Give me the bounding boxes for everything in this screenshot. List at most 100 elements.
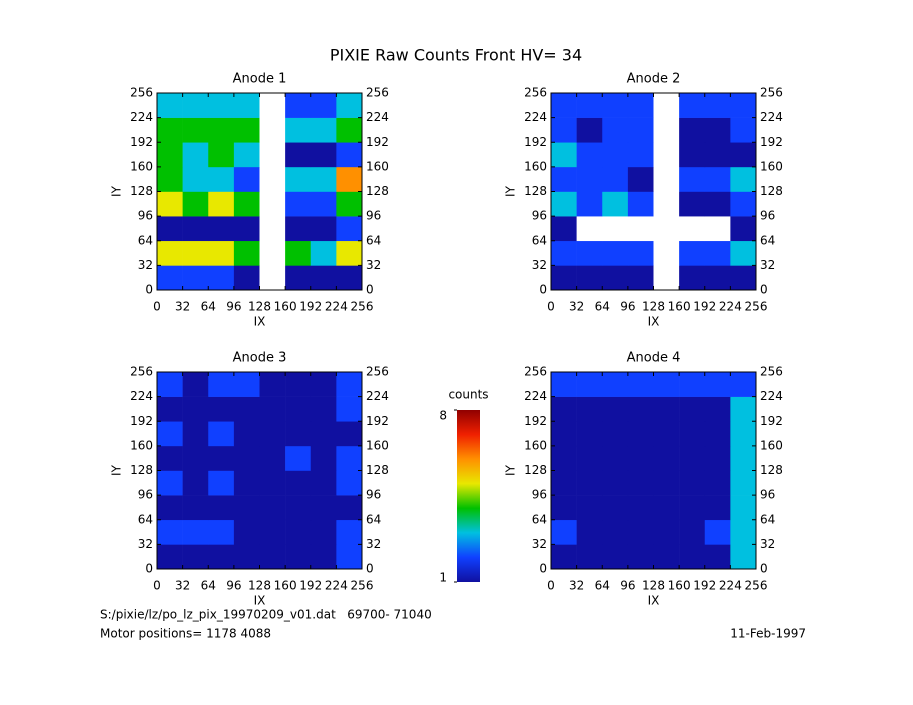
y-axis-label: IY: [110, 185, 124, 197]
y2-tick-label: 224: [760, 110, 783, 124]
heat-cell: [602, 421, 629, 447]
heat-cell: [627, 519, 654, 545]
heat-cell: [551, 191, 577, 217]
heat-cell: [157, 93, 183, 118]
heat-cell: [576, 495, 603, 521]
x-tick-label: 0: [547, 300, 555, 314]
heat-cell: [730, 495, 757, 521]
heat-cell: [653, 470, 680, 496]
y2-tick-label: 0: [760, 562, 768, 576]
heat-cell: [208, 93, 235, 118]
heat-cell: [602, 396, 629, 422]
heat-cell: [653, 191, 680, 217]
heat-cell: [551, 166, 577, 192]
heat-cell: [233, 372, 260, 397]
heat-cell: [627, 396, 654, 422]
y2-tick-label: 160: [366, 159, 389, 173]
heat-cell: [157, 544, 183, 570]
x-axis-label: IX: [648, 594, 660, 608]
x-tick-label: 256: [745, 300, 768, 314]
heat-cell: [627, 445, 654, 471]
heat-cell: [157, 445, 183, 471]
x-tick-label: 32: [569, 300, 584, 314]
x-tick-label: 192: [693, 579, 716, 593]
heat-cell: [157, 117, 183, 143]
x-tick-label: 64: [201, 300, 216, 314]
heat-cell: [704, 191, 731, 217]
heat-cell: [551, 372, 577, 397]
heat-cell: [259, 445, 286, 471]
heat-cell: [233, 191, 260, 217]
heat-cell: [233, 544, 260, 570]
heat-cell: [730, 544, 757, 570]
heat-cell: [627, 544, 654, 570]
y-tick-label: 256: [130, 365, 153, 379]
heat-cell: [208, 265, 235, 291]
y2-tick-label: 256: [760, 365, 783, 379]
heat-cell: [704, 396, 731, 422]
heat-cell: [627, 421, 654, 447]
heat-cell: [730, 142, 757, 168]
heat-cell: [336, 445, 363, 471]
heat-cell: [627, 265, 654, 291]
heat-cell: [627, 191, 654, 217]
x-tick-label: 160: [274, 300, 297, 314]
heat-cell: [182, 495, 209, 521]
heat-cell: [157, 519, 183, 545]
heat-cell: [285, 470, 312, 496]
heat-cell: [182, 142, 209, 168]
y-tick-label: 96: [138, 209, 153, 223]
heat-cell: [157, 495, 183, 521]
heat-cell: [310, 93, 337, 118]
heat-cell: [182, 166, 209, 192]
heat-cell: [602, 265, 629, 291]
y-tick-label: 96: [138, 488, 153, 502]
x-tick-label: 224: [719, 579, 742, 593]
x-tick-label: 256: [351, 579, 374, 593]
x-tick-label: 256: [745, 579, 768, 593]
heat-cell: [336, 421, 363, 447]
heat-cell: [576, 265, 603, 291]
heat-cell: [551, 470, 577, 496]
x-tick-label: 256: [351, 300, 374, 314]
y-tick-label: 32: [532, 537, 547, 551]
heat-cell: [259, 519, 286, 545]
heat-cell: [576, 544, 603, 570]
heat-cell: [602, 142, 629, 168]
heat-cell: [233, 445, 260, 471]
x-axis-label: IX: [254, 315, 266, 329]
y2-tick-label: 96: [366, 488, 381, 502]
x-tick-label: 64: [595, 300, 610, 314]
heat-cell: [704, 495, 731, 521]
heat-cell: [259, 191, 286, 217]
heat-cell: [551, 396, 577, 422]
heat-cell: [704, 240, 731, 266]
heat-cell: [336, 265, 363, 291]
y2-tick-label: 256: [760, 86, 783, 100]
heat-cell: [259, 396, 286, 422]
heat-cell: [208, 445, 235, 471]
heat-cell: [679, 421, 706, 447]
heat-cell: [704, 445, 731, 471]
panel-title: Anode 3: [233, 351, 287, 366]
heat-cell: [208, 142, 235, 168]
heat-cell: [310, 117, 337, 143]
y2-tick-label: 128: [366, 463, 389, 477]
y-tick-label: 0: [539, 562, 547, 576]
y-tick-label: 32: [138, 537, 153, 551]
x-tick-label: 0: [153, 300, 161, 314]
y-axis-label: IY: [504, 185, 518, 197]
x-axis-label: IX: [254, 594, 266, 608]
heat-cell: [602, 495, 629, 521]
y-tick-label: 128: [130, 184, 153, 198]
heat-cell: [653, 544, 680, 570]
heat-cell: [233, 396, 260, 422]
heat-cell: [182, 445, 209, 471]
y2-tick-label: 32: [760, 258, 775, 272]
heat-cell: [602, 240, 629, 266]
heat-cell: [576, 216, 603, 242]
heat-cell: [679, 166, 706, 192]
heat-cell: [730, 166, 757, 192]
y-tick-label: 64: [532, 233, 547, 247]
heat-cell: [653, 519, 680, 545]
